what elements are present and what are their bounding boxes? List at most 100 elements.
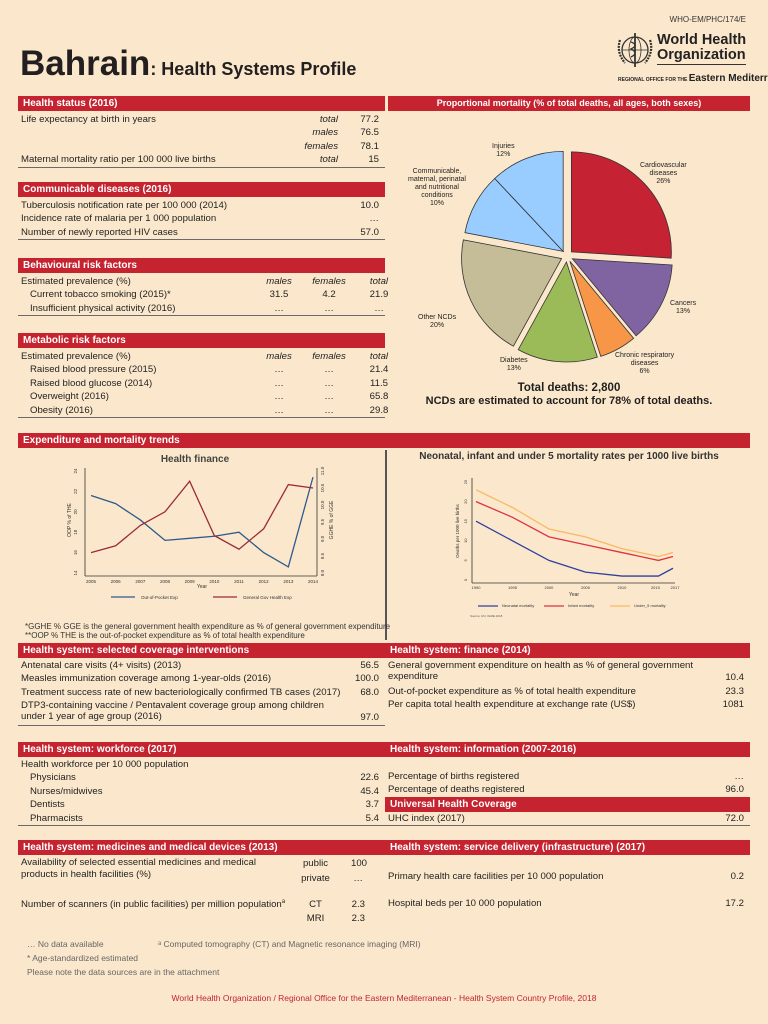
row-label: Maternal mortality ratio per 100 000 liv… [21,154,216,166]
pie-label: Communicable, maternal, perinatal and nutr… [408,168,466,208]
pie-label-line: 13% [676,308,691,315]
pie-slice-cardiovascular-diseases [570,151,672,259]
row-value: 100.0 [354,673,379,685]
table-row: Dentists 3.7 [18,798,385,811]
row-label: Raised blood glucose (2014) [30,377,153,389]
availability-public-value: 100 [350,858,367,869]
table-row: Tuberculosis notification rate per 100 0… [18,199,385,212]
pie-label-line: Communicable, [412,168,462,175]
y-tick-label: 15 [463,518,468,523]
chart-source: Source: UN, IGME 2018 [470,614,503,618]
logo-regional-prefix: REGIONAL OFFICE FOR THE [618,77,688,83]
row-sublabel: total [319,154,338,166]
row-sublabel: females [304,140,338,152]
pie-label-line: 12% [496,151,511,158]
mortality-pie-chart [461,150,673,363]
table-row: Raised blood glucose (2014) … … 11.5 [18,377,388,390]
row-label: Dentists [30,799,65,811]
row-label: Overweight (2016) [30,391,109,403]
x-tick-label: 2010 [209,579,220,584]
x-axis-label: Year [569,592,579,598]
finance-header: Health system: finance (2014) [385,643,750,658]
column-divider [385,450,387,640]
expenditure-header: Expenditure and mortality trends [18,433,750,448]
y-tick-label: 20 [73,509,78,515]
row-value: … [274,391,284,403]
phc-facilities-label: Primary health care facilities per 10 00… [388,871,604,882]
row-label: UHC index (2017) [388,812,465,824]
health-status-header: Health status (2016) [18,96,385,111]
mri-label: MRI [306,913,325,924]
workforce-header: Health system: workforce (2017) [18,742,385,757]
series-line-neonatal-mortality [475,520,674,577]
coverage-section: Health system: selected coverage interve… [18,643,385,727]
pie-label-line: Chronic respiratory [615,352,675,359]
document-id: WHO-EM/PHC/174/E [669,15,746,24]
legend-label: Out-of-Pocket Exp [141,595,178,600]
health-status-section: Health status (2016) Life expectancy at … [18,96,385,168]
pie-label-line: 13% [506,365,521,372]
communicable-section: Communicable diseases (2016) Tuberculosi… [18,182,385,241]
pie-label: Chronic respiratory diseases 6% [615,352,674,376]
row-label: Nurses/midwives [30,785,103,797]
row-sublabel: total [319,114,338,125]
workforce-intro: Health workforce per 10 000 population [21,759,189,770]
coverage-header: Health system: selected coverage interve… [18,643,385,658]
x-tick-label: 1995 [508,585,518,590]
behavioural-section: Behavioural risk factors Estimated preva… [18,258,388,317]
header-label: Estimated prevalence (%) [21,351,131,362]
table-row: Physicians 22.6 [18,771,385,784]
y-tick-label: 14 [73,570,78,576]
page-subtitle: : Health Systems Profile [150,59,357,79]
x-tick-label: 2007 [135,579,146,584]
y-tick-label: 24 [73,468,78,474]
proportional-mortality-header: Proportional mortality (% of total death… [388,96,750,111]
row-value: 11.5 [370,377,388,389]
hospital-beds-value: 17.2 [725,898,744,909]
pie-label-line: 6% [639,368,650,375]
logo-line-1: World Health [657,32,747,48]
pie-label-line: conditions [421,192,453,199]
row-value: 22.6 [360,772,379,784]
pie-label-line: 20% [430,322,445,329]
row-value: 45.4 [360,785,379,797]
row-label: Antenatal care visits (4+ visits) (2013) [21,660,182,671]
table-row: Maternal mortality ratio per 100 000 liv… [18,153,385,166]
expenditure-section: Expenditure and mortality trends [18,433,750,448]
pie-label-line: Diabetes [500,357,528,364]
ncd-note: NCDs are estimated to account for 78% of… [425,395,713,407]
phc-facilities-value: 0.2 [730,871,744,882]
service-delivery-section: Health system: service delivery (infrast… [385,840,750,909]
x-tick-label: 1990 [472,585,482,590]
row-value: 96.0 [725,784,744,796]
country-name: Bahrain [20,44,151,83]
y-tick-label: 20 [463,499,468,504]
table-row: Treatment success rate of new bacteriolo… [18,686,385,699]
pie-label-line: 26% [656,178,671,185]
availability-private-label: private [301,873,330,884]
row-label: Insufficient physical activity (2016) [30,302,176,314]
row-label: Out-of-pocket expenditure as % of total … [388,686,636,697]
row-label: Percentage of births registered [388,771,520,782]
y2-tick-label: 9.0 [320,535,325,542]
oop-footnote: **OOP % THE is the out-of-pocket expendi… [25,631,305,640]
table-row: Overweight (2016) … … 65.8 [18,390,388,403]
table-row: Pharmacists 5.4 [18,812,385,825]
row-label: General government expenditure on health… [388,660,694,682]
pie-label-line: Other NCDs [418,314,457,321]
availability-label: Availability of selected essential medic… [21,857,256,880]
pie-label-line: diseases [630,360,659,367]
row-value: 72.0 [725,812,744,824]
header-label: Estimated prevalence (%) [21,276,131,287]
x-axis-label: Year [197,584,207,590]
communicable-header: Communicable diseases (2016) [18,182,385,197]
table-header-row: Estimated prevalence (%) males females tota… [18,350,388,363]
table-row: Obesity (2016) … … 29.8 [18,404,388,417]
table-row: males 76.5 [18,126,385,139]
scanners-label: Number of scanners (in public facilities… [21,899,286,911]
table-row: Nurses/midwives 45.4 [18,785,385,798]
pie-label-line: and nutritional [415,184,459,191]
total-deaths: Total deaths: 2,800 [517,382,621,394]
row-value: 1081 [722,699,744,711]
row-label: Obesity (2016) [30,404,93,416]
